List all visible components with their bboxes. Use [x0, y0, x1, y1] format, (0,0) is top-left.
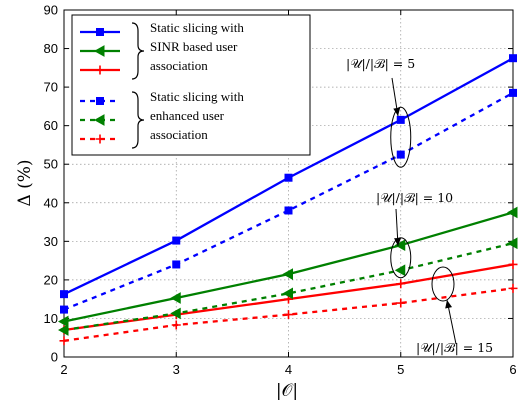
series-line-group	[59, 283, 518, 346]
annotation-ellipse	[390, 106, 412, 168]
data-point	[394, 239, 406, 252]
data-point	[508, 283, 518, 293]
data-point	[95, 65, 105, 75]
series-line	[63, 91, 514, 311]
y-tick-label: 40	[44, 195, 58, 210]
x-tick-label: 5	[397, 362, 404, 377]
y-tick-label: 20	[44, 272, 58, 287]
data-point	[60, 305, 68, 314]
data-point	[170, 292, 181, 304]
data-point	[93, 45, 105, 57]
data-point	[172, 260, 181, 269]
annotation-layer: |𝒰|/|ℬ| = 5 |𝒰|/|ℬ| = 10 |𝒰|/|ℬ| = 15	[346, 56, 493, 355]
annotation-label: |𝒰|/|ℬ| = 15	[416, 340, 493, 355]
data-point	[508, 259, 518, 269]
data-point	[509, 54, 517, 63]
data-point	[282, 287, 293, 300]
legend-label: SINR based user	[150, 39, 238, 54]
legend-label: Static slicing with	[150, 89, 244, 104]
x-axis-label: |𝒪|	[276, 381, 298, 401]
legend-label: association	[150, 127, 208, 142]
annotation-arrowhead	[394, 237, 402, 246]
series-line-group	[57, 206, 518, 328]
y-tick-label: 70	[44, 80, 58, 95]
data-point	[95, 134, 105, 144]
data-point	[396, 279, 406, 289]
series-line-group	[57, 237, 518, 336]
data-point	[396, 150, 405, 159]
data-point	[394, 264, 406, 277]
data-point	[96, 97, 104, 105]
legend-brace	[131, 22, 145, 80]
annotation-arrowhead	[393, 107, 401, 116]
data-point	[396, 298, 406, 308]
y-tick-label: 60	[44, 118, 58, 133]
y-tick-label: 0	[51, 350, 58, 365]
series-layer	[57, 54, 518, 346]
legend: Static slicing with SINR based user associ…	[71, 14, 311, 156]
data-point	[282, 268, 293, 280]
x-tick-label: 6	[509, 362, 516, 377]
annotation-ellipse	[390, 237, 412, 279]
annotation-label: |𝒰|/|ℬ| = 5	[346, 56, 415, 71]
data-point	[96, 28, 104, 36]
x-tick-label: 4	[285, 362, 292, 377]
x-tick-label: 3	[173, 362, 180, 377]
x-tick-label: 2	[60, 362, 67, 377]
data-point	[506, 237, 518, 250]
legend-brace	[131, 91, 145, 149]
series-line	[63, 242, 514, 332]
y-tick-label: 90	[44, 3, 58, 18]
y-tick-label: 10	[44, 311, 58, 326]
data-point	[60, 290, 68, 299]
data-point	[171, 320, 181, 330]
y-tick-label: 80	[44, 41, 58, 56]
legend-label: enhanced user	[150, 108, 225, 123]
annotation-ellipse	[431, 266, 455, 302]
data-point	[93, 114, 105, 126]
y-axis-label: Δ (%)	[15, 159, 35, 206]
legend-box	[71, 14, 311, 156]
legend-label: Static slicing with	[150, 20, 244, 35]
data-point	[284, 173, 293, 182]
data-point	[57, 324, 69, 336]
y-tick-label: 30	[44, 234, 58, 249]
data-point	[172, 236, 181, 245]
data-point	[396, 115, 405, 124]
series-line-group	[60, 54, 517, 299]
data-point	[59, 336, 69, 346]
data-point	[284, 206, 293, 215]
data-point	[170, 307, 181, 320]
data-point	[506, 206, 518, 219]
y-tick-label: 50	[44, 157, 58, 172]
annotation-label: |𝒰|/|ℬ| = 10	[376, 190, 453, 205]
data-point	[284, 310, 293, 320]
series-line-group	[60, 88, 517, 314]
annotation-arrowhead	[445, 300, 453, 309]
legend-label: association	[150, 58, 208, 73]
data-point	[57, 315, 69, 328]
data-point	[509, 88, 517, 97]
